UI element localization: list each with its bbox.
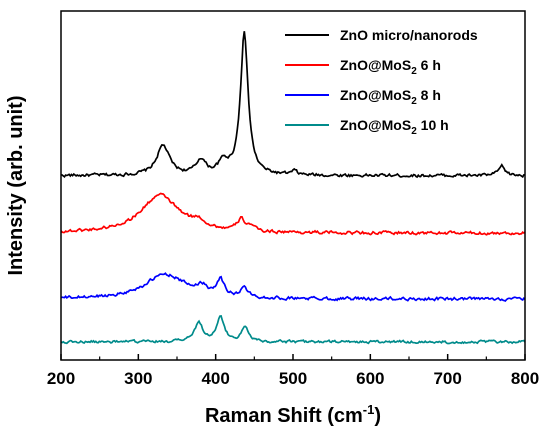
legend-label-4: ZnO@MoS2 10 h bbox=[340, 117, 449, 137]
legend-label-2: ZnO@MoS2 6 h bbox=[340, 57, 441, 77]
plot-frame bbox=[60, 10, 526, 361]
legend-label-tail: 8 h bbox=[417, 87, 441, 103]
x-tick-label: 800 bbox=[511, 369, 539, 388]
y-axis-title: Intensity (arb. unit) bbox=[5, 96, 27, 276]
series-layer bbox=[60, 31, 526, 345]
legend-label-sub: 2 bbox=[411, 96, 417, 107]
x-tick-label: 500 bbox=[279, 369, 307, 388]
legend-label-base: ZnO@MoS bbox=[340, 87, 411, 103]
x-tick-label: 200 bbox=[47, 369, 75, 388]
series-line-1 bbox=[60, 31, 526, 179]
x-tick-label: 300 bbox=[124, 369, 152, 388]
x-axis-title-tail: ) bbox=[374, 405, 381, 427]
legend-label-tail: 10 h bbox=[417, 117, 449, 133]
legend-label-sub: 2 bbox=[411, 66, 417, 77]
legend-label-tail: 6 h bbox=[417, 57, 441, 73]
x-axis-title: Raman Shift (cm-1) bbox=[205, 402, 381, 427]
x-axis-title-base: Raman Shift (cm bbox=[205, 405, 363, 427]
x-tick-label: 400 bbox=[201, 369, 229, 388]
legend-label-base: ZnO@MoS bbox=[340, 117, 411, 133]
legend-label-3: ZnO@MoS2 8 h bbox=[340, 87, 441, 107]
x-tick-label: 600 bbox=[356, 369, 384, 388]
legend-label-base: ZnO micro/nanorods bbox=[340, 27, 478, 43]
legend-label-1: ZnO micro/nanorods bbox=[340, 27, 478, 43]
x-tick-label: 700 bbox=[433, 369, 461, 388]
legend-label-base: ZnO@MoS bbox=[340, 57, 411, 73]
legend-label-sub: 2 bbox=[411, 126, 417, 137]
series-line-2 bbox=[60, 192, 526, 236]
x-axis-title-sup: -1 bbox=[363, 402, 375, 417]
x-axis: 200 300 400 500 600 700 800 bbox=[47, 354, 539, 388]
series-line-4 bbox=[60, 315, 526, 345]
series-line-3 bbox=[60, 272, 526, 303]
